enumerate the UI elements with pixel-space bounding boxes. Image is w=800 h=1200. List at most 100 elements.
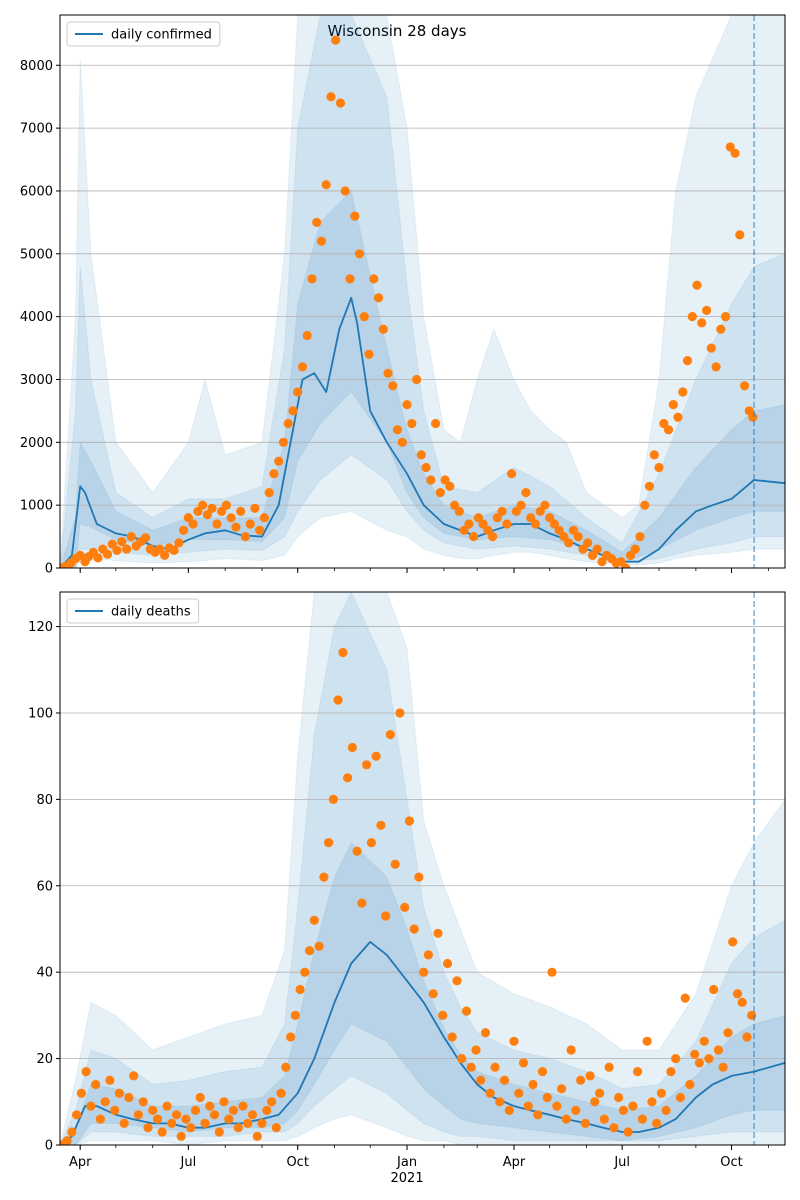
observed-point [682,356,693,366]
observed-point [564,538,574,548]
observed-point [678,387,688,397]
observed-point [704,1054,714,1064]
observed-point [473,513,483,523]
observed-point [447,1032,457,1042]
observed-point [81,1067,91,1077]
observed-point [671,1054,681,1064]
observed-point [561,1114,571,1124]
band-outer [60,592,785,1145]
observed-point [295,984,305,995]
y-tick-label: 0 [45,562,53,577]
observed-point [431,418,441,429]
observed-point [559,532,569,542]
observed-point [540,500,550,510]
observed-point [169,545,179,556]
observed-point [647,1097,657,1107]
observed-point [338,647,348,658]
observed-point [328,794,338,805]
observed-point [609,1123,619,1133]
x-tick-label: Oct [720,1155,742,1170]
observed-point [404,816,414,826]
observed-point [343,773,353,783]
observed-point [357,898,367,908]
observed-point [409,924,419,934]
observed-point [595,1088,605,1098]
observed-point [748,412,758,422]
observed-point [314,941,324,951]
observed-point [321,180,331,190]
observed-point [706,343,716,353]
observed-point [233,1123,243,1133]
observed-point [457,1054,467,1064]
observed-point [728,937,738,947]
observed-point [423,950,433,960]
observed-point [245,519,255,529]
observed-point [271,1123,281,1133]
observed-point [171,1110,182,1120]
y-tick-label: 0 [45,1139,53,1154]
model-line [60,941,785,1145]
observed-point [335,98,346,108]
observed-point [221,500,231,510]
observed-point [554,525,564,535]
observed-point [228,1105,239,1115]
observed-point [652,1118,662,1128]
observed-point [262,1105,272,1115]
observed-point [604,1062,614,1072]
observed-point [392,425,403,435]
observed-point [324,838,334,848]
observed-point [616,557,626,567]
observed-point [402,400,412,410]
observed-point [490,1062,500,1072]
observed-point [495,1097,505,1107]
observed-point [105,1075,115,1085]
observed-point [397,437,407,447]
observed-point [518,1058,529,1068]
observed-point [530,519,541,529]
band-inner [60,189,785,568]
observed-point [274,456,284,466]
observed-point [152,1114,163,1124]
observed-point [126,532,136,542]
y-tick-label: 4000 [20,310,53,325]
observed-point [635,532,645,542]
observed-point [207,503,217,513]
observed-point [373,293,384,303]
observed-point [587,550,598,561]
observed-point [685,1079,695,1090]
grid-lines [60,64,785,569]
legend-label: daily deaths [111,605,191,620]
observed-point [580,1118,590,1128]
observed-point [630,544,640,554]
observed-point [366,838,376,848]
observed-point [255,525,265,535]
x-tick-label: Oct [286,1155,308,1170]
observed-point [716,324,726,334]
observed-point [699,1036,709,1046]
x-tick-label: Jan [396,1155,417,1170]
y-tick-label: 60 [36,879,53,894]
observed-point [547,967,557,977]
observed-point [195,1092,205,1103]
observed-point [385,730,395,740]
observed-point [288,406,298,416]
observed-point [110,1105,120,1115]
observed-point [345,274,355,284]
observed-point [75,550,85,561]
observed-point [585,1071,595,1081]
observed-point [231,522,241,532]
observed-point [107,539,117,549]
observed-point [124,1092,134,1103]
observed-point [633,1067,643,1077]
observed-point [566,1045,576,1055]
observed-point [226,513,236,523]
observed-point [209,1110,220,1120]
observed-point [224,1114,234,1124]
observed-point [637,1114,648,1124]
observed-point [464,519,474,529]
y-tick-label: 20 [36,1052,53,1067]
observed-point [183,513,193,523]
observed-point [732,989,743,999]
panel-daily-confirmed: 0 1000 2000 3000 4000 5000 6000 7000 8000 daily … [20,14,786,577]
legend-box [66,21,221,47]
